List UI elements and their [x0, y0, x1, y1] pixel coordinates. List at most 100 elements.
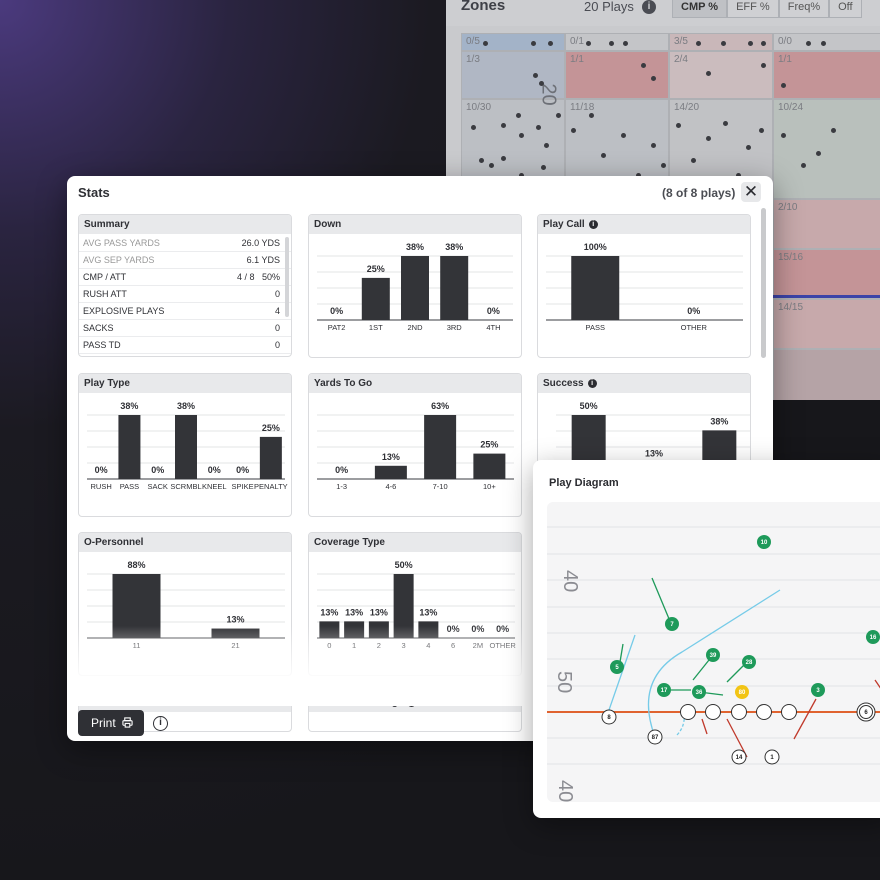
zone-cell[interactable]: 1/1: [565, 51, 669, 99]
summary-key: AVG PASS YARDS: [83, 238, 160, 248]
zone-cell[interactable]: 15/16: [773, 249, 880, 299]
summary-row: SACKS 0: [79, 320, 291, 337]
chart-bar[interactable]: [175, 415, 197, 479]
defense-player[interactable]: 36: [692, 685, 706, 699]
tick-label: PENALTY: [254, 482, 288, 491]
data-label: 13%: [345, 607, 363, 617]
data-label: 13%: [226, 615, 244, 625]
svg-text:16: 16: [870, 635, 877, 641]
zone-cell[interactable]: 14/15: [773, 299, 880, 349]
tab-off[interactable]: Off: [829, 0, 862, 18]
defense-player[interactable]: 5: [610, 660, 624, 674]
zone-cell[interactable]: 10/24: [773, 99, 880, 199]
chart-bar[interactable]: [571, 256, 620, 320]
tab-eff[interactable]: EFF %: [727, 0, 779, 18]
summary-value: 0: [274, 323, 280, 333]
zone-dot: [519, 133, 524, 138]
zone-dot: [676, 123, 681, 128]
offense-player[interactable]: 1: [764, 749, 780, 765]
card-title: Play Call: [543, 219, 585, 230]
offensive-line: [680, 704, 797, 720]
highlighted-player[interactable]: 80: [735, 685, 749, 699]
route-line: [647, 589, 781, 738]
zones-yard-marker: 20: [537, 83, 560, 106]
zone-dot: [641, 63, 646, 68]
info-icon[interactable]: i: [588, 220, 598, 229]
down-card: Down 0% PAT2 25% 1ST 38% 2ND 38% 3RD 0% 4TH: [308, 214, 522, 358]
svg-text:8: 8: [607, 715, 611, 721]
chart-bar[interactable]: [259, 436, 282, 479]
defense-player[interactable]: 17: [657, 683, 671, 697]
info-icon[interactable]: i: [587, 379, 597, 388]
defense-player[interactable]: 28: [742, 655, 756, 669]
player-marker[interactable]: [680, 704, 696, 720]
tab-cmp[interactable]: CMP %: [672, 0, 728, 18]
route-line: [701, 718, 708, 735]
close-button[interactable]: ✕: [741, 182, 761, 202]
defense-player[interactable]: 3: [811, 683, 825, 697]
summary-value: 4 / 8 50%: [236, 272, 280, 282]
zone-dot: [609, 41, 614, 46]
zone-dot: [781, 83, 786, 88]
chart-bar[interactable]: [473, 453, 506, 479]
card-title: Play Type: [84, 378, 130, 389]
zone-cell[interactable]: 1/3: [461, 51, 565, 99]
summary-key: SACKS: [83, 323, 114, 333]
zone-cell[interactable]: 1/1: [773, 51, 880, 99]
summary-row: RUSH ATT 0: [79, 286, 291, 303]
data-label: 0%: [95, 465, 108, 475]
data-label: 38%: [406, 242, 424, 252]
zones-window: Zones 20 Plays i CMP % EFF % Freq% Off 0…: [446, 0, 880, 400]
offense-player[interactable]: 6: [856, 702, 876, 722]
print-button[interactable]: Print: [78, 710, 144, 736]
defense-player[interactable]: 16: [866, 630, 880, 644]
chart-bar[interactable]: [374, 465, 407, 479]
chart-bar[interactable]: [393, 574, 414, 638]
playcall-chart: 100% PASS 0% OTHER: [546, 242, 743, 332]
chart-bar[interactable]: [401, 256, 429, 320]
zone-dot: [501, 123, 506, 128]
tab-freq[interactable]: Freq%: [778, 0, 830, 18]
chart-bar[interactable]: [424, 415, 457, 479]
info-icon[interactable]: i: [153, 716, 168, 731]
modal-scrollbar[interactable]: [761, 208, 766, 358]
print-label: Print: [91, 716, 116, 730]
data-label: 25%: [262, 423, 280, 433]
summary-value: 0: [274, 340, 280, 350]
tick-label: 2ND: [407, 323, 423, 332]
zone-dot: [556, 113, 561, 118]
yard-number: 40: [554, 780, 576, 802]
tick-label: 1ST: [369, 323, 383, 332]
svg-text:3: 3: [816, 688, 820, 694]
defense-player[interactable]: 10: [757, 535, 771, 549]
zone-cell[interactable]: 0/1: [565, 33, 669, 51]
player-marker[interactable]: [731, 704, 747, 720]
defense-player[interactable]: 39: [706, 648, 720, 662]
card-title: Summary: [79, 215, 291, 234]
tick-label: PASS: [586, 323, 605, 332]
player-marker[interactable]: [781, 704, 797, 720]
offense-player[interactable]: 14: [731, 749, 747, 765]
zone-cell[interactable]: 0/5: [461, 33, 565, 51]
chart-bar[interactable]: [440, 256, 469, 320]
zone-cell[interactable]: 2/4: [669, 51, 773, 99]
offense-player[interactable]: 87: [647, 729, 663, 745]
defense-player[interactable]: 7: [665, 617, 679, 631]
player-marker[interactable]: [705, 704, 721, 720]
summary-scrollbar[interactable]: [285, 237, 289, 317]
modal-title: Stats: [78, 185, 110, 200]
route-line: [608, 634, 636, 711]
player-marker[interactable]: [756, 704, 772, 720]
playtype-chart: 0% RUSH 38% PASS 0% SACK 38% SCRMBL 0% KNEEL 0% SPI…: [87, 401, 288, 491]
offense-player[interactable]: 8: [601, 709, 617, 725]
route-line: [726, 718, 748, 758]
zone-cell[interactable]: [773, 349, 880, 400]
info-icon[interactable]: i: [642, 0, 656, 14]
zone-cell[interactable]: 2/10: [773, 199, 880, 249]
card-title: Coverage Type: [314, 537, 385, 548]
tick-label: 7-10: [433, 482, 448, 491]
chart-bar[interactable]: [118, 415, 141, 479]
zone-cell[interactable]: 0/0: [773, 33, 880, 51]
zones-tab-group: CMP % EFF % Freq% Off: [672, 0, 862, 18]
chart-bar[interactable]: [361, 277, 390, 320]
